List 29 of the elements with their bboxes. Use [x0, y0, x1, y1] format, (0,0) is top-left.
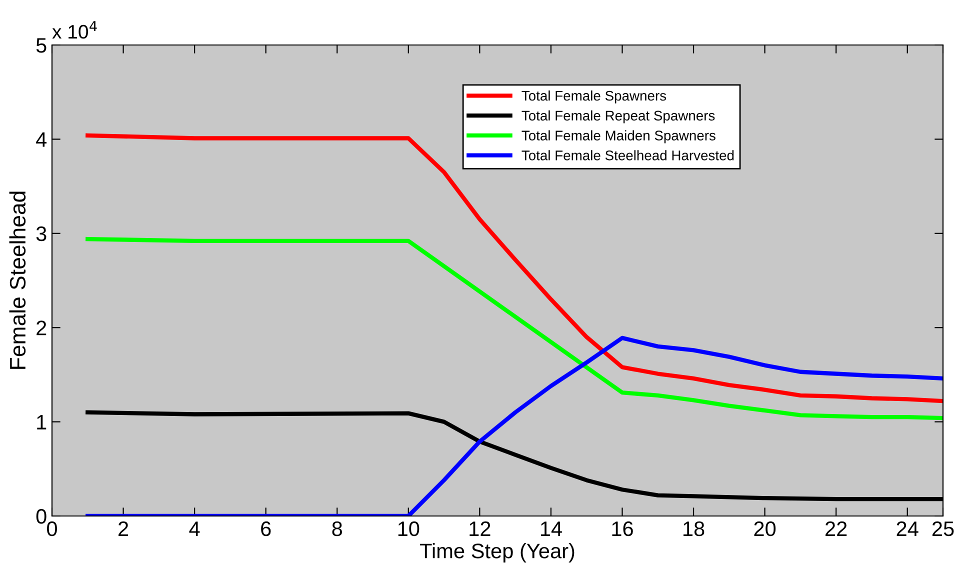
x-tick-label: 2 — [118, 521, 128, 536]
y-tick-label: 0 — [36, 509, 46, 524]
x-axis-title: Time Step (Year) — [420, 543, 574, 562]
legend-label: Total Female Maiden Spawners — [522, 130, 716, 144]
y-tick-label: 4 — [36, 132, 47, 147]
x-tick-label: 14 — [540, 522, 562, 536]
x-tick-label: 20 — [754, 521, 776, 536]
legend-label: Total Female Steelhead Harvested — [522, 150, 734, 160]
x-tick-label: 18 — [684, 521, 704, 536]
x-tick-label: 4 — [189, 522, 200, 536]
x-tick-label: 24 — [896, 521, 918, 536]
line-series — [86, 336, 943, 516]
x-tick-label: 8 — [332, 521, 342, 536]
x-tick-label: 12 — [470, 521, 490, 536]
legend-label: Total Female Repeat Spawners — [522, 110, 715, 124]
x-tick-label: 10 — [398, 521, 420, 536]
y-tick-label: 1 — [37, 415, 46, 430]
x-tick-label: 22 — [826, 521, 847, 536]
x-tick-label: 6 — [261, 521, 271, 536]
x-tick-label: 25 — [932, 521, 954, 536]
y-tick-label: 3 — [36, 226, 46, 242]
y-axis-title: Female Steelhead — [9, 192, 26, 369]
y-tick-label: 5 — [36, 38, 46, 53]
text: x 10$^{4}$ — [52, 21, 97, 39]
y-tick-label: 2 — [36, 320, 46, 336]
line-series — [86, 236, 943, 420]
legend-label: Total Female Spawners — [522, 90, 666, 104]
x-tick-label: 0 — [47, 521, 57, 536]
x-tick-label: 16 — [612, 521, 633, 536]
